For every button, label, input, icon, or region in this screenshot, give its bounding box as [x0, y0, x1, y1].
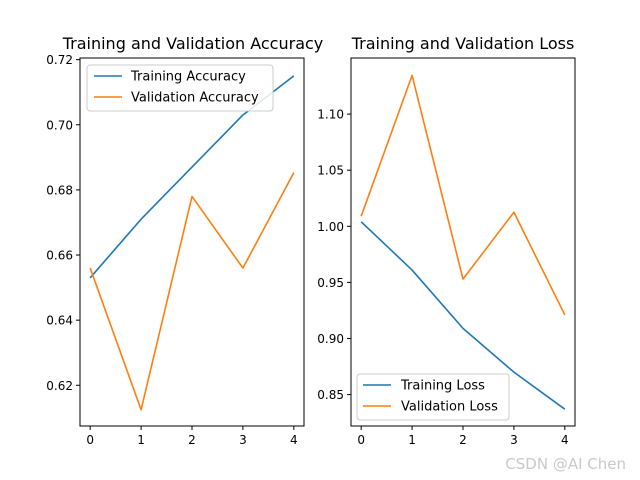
accuracy-x-tick-label-0: 0	[86, 433, 94, 447]
accuracy-chart-title: Training and Validation Accuracy	[62, 34, 324, 53]
legend-label-validation-loss: Validation Loss	[401, 400, 498, 415]
loss-y-tick-label-2: 0.95	[317, 276, 344, 290]
loss-y-tick-label-5: 1.10	[317, 108, 344, 122]
legend-label-training-accuracy: Training Accuracy	[130, 70, 246, 85]
accuracy-x-tick-label-2: 2	[188, 433, 196, 447]
accuracy-y-tick-label-3: 0.68	[46, 183, 73, 197]
series-line-training-loss	[360, 221, 566, 410]
accuracy-x-tick-label-4: 4	[290, 433, 298, 447]
watermark-text: CSDN @AI Chen	[505, 455, 626, 473]
loss-legend: Training Loss Validation Loss	[356, 373, 510, 421]
series-line-validation-accuracy	[89, 172, 295, 411]
accuracy-y-tick-label-4: 0.70	[46, 118, 73, 132]
series-line-validation-loss	[360, 74, 566, 316]
loss-y-tick-label-4: 1.05	[317, 164, 344, 178]
accuracy-chart: Training and Validation Accuracy 0 1 2 3 4 0…	[46, 34, 323, 447]
accuracy-x-tick-label-1: 1	[137, 433, 145, 447]
accuracy-y-tick-label-2: 0.66	[46, 249, 73, 263]
accuracy-x-tick-label-3: 3	[239, 433, 247, 447]
loss-chart: Training and Validation Loss 0 1 2 3 4 0.85 0…	[317, 34, 576, 447]
accuracy-y-tick-label-5: 0.72	[46, 53, 73, 67]
accuracy-y-tick-label-1: 0.64	[46, 314, 73, 328]
accuracy-legend: Training Accuracy Validation Accuracy	[86, 64, 274, 112]
accuracy-y-tick-label-0: 0.62	[46, 379, 73, 393]
loss-chart-title: Training and Validation Loss	[351, 34, 575, 53]
loss-x-tick-label-4: 4	[561, 433, 569, 447]
loss-x-tick-label-1: 1	[408, 433, 416, 447]
loss-x-tick-label-3: 3	[510, 433, 518, 447]
loss-y-tick-label-0: 0.85	[317, 388, 344, 402]
legend-label-training-loss: Training Loss	[400, 379, 485, 394]
loss-y-tick-label-1: 0.90	[317, 332, 344, 346]
loss-x-tick-label-2: 2	[459, 433, 467, 447]
loss-x-tick-label-0: 0	[357, 433, 365, 447]
loss-y-tick-label-3: 1.00	[317, 220, 344, 234]
legend-label-validation-accuracy: Validation Accuracy	[131, 91, 259, 106]
